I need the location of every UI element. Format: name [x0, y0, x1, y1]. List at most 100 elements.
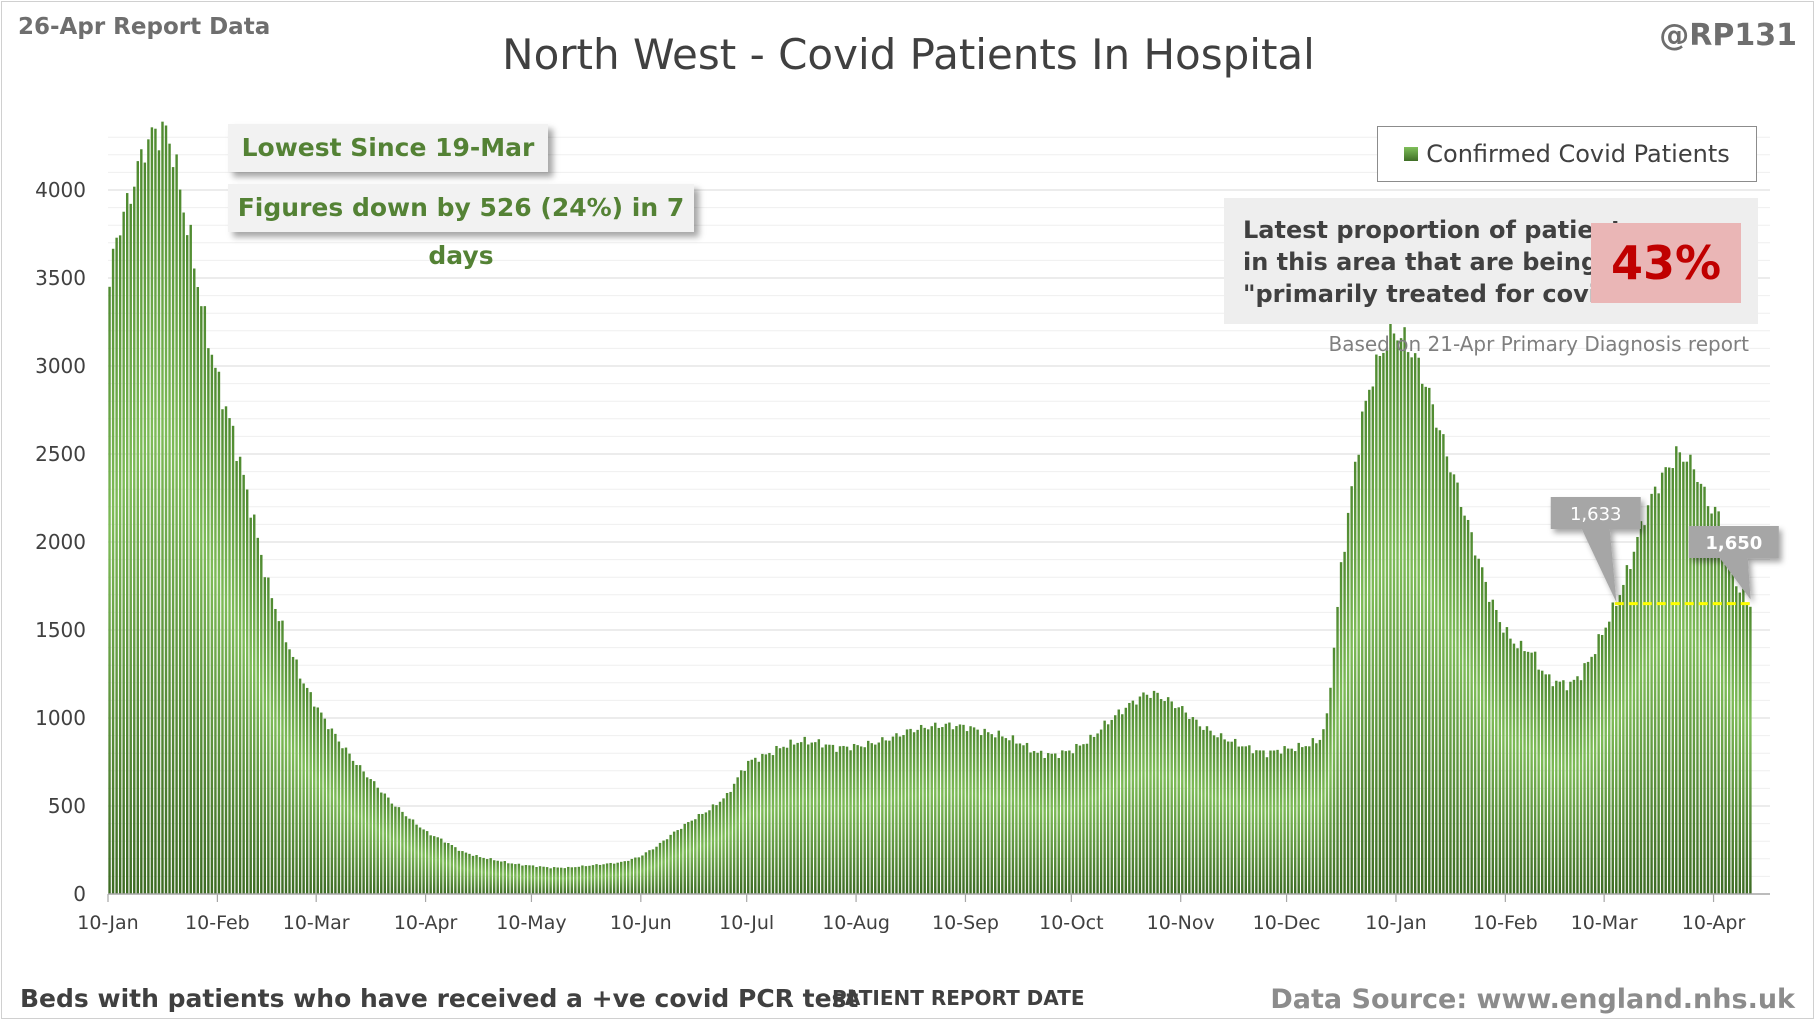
bar [609, 862, 612, 894]
lowest-since-callout: Lowest Since 19-Mar [228, 124, 548, 172]
bar [648, 850, 651, 894]
bar [535, 867, 538, 894]
bar [528, 865, 531, 894]
bar [260, 554, 263, 894]
bar [1262, 750, 1265, 894]
bar [1156, 692, 1159, 894]
x-tick-label: 10-May [496, 912, 566, 934]
bar [348, 753, 351, 894]
bar [1149, 697, 1152, 894]
bar [242, 474, 245, 894]
bar [1174, 708, 1177, 894]
bar [267, 577, 270, 894]
bar [1593, 654, 1597, 894]
bar [1357, 454, 1360, 894]
bar [867, 740, 870, 894]
bar [567, 866, 570, 894]
bar [1488, 601, 1491, 894]
bar [471, 855, 475, 894]
bar [1505, 627, 1509, 894]
bar [979, 735, 983, 894]
bar [1396, 340, 1399, 894]
bar [485, 859, 489, 894]
bar [1304, 746, 1307, 894]
bar [1738, 592, 1742, 894]
bar [1710, 513, 1713, 894]
bar [1502, 632, 1505, 894]
bar [835, 751, 838, 894]
bar [627, 860, 630, 894]
bar [1078, 745, 1082, 894]
proportion-value: 43% [1591, 223, 1741, 303]
bar [1135, 704, 1138, 894]
bar [799, 742, 803, 894]
bar [948, 722, 951, 894]
bar [422, 829, 425, 894]
bar [810, 742, 813, 894]
bar [1657, 493, 1660, 894]
chart-legend: Confirmed Covid Patients [1377, 126, 1757, 182]
bar [1583, 663, 1586, 894]
bar [1205, 726, 1209, 894]
bar [129, 203, 132, 895]
bar [1128, 702, 1131, 894]
bar [983, 728, 986, 894]
bar [1678, 452, 1682, 894]
bar [1346, 512, 1350, 894]
bar [1477, 558, 1480, 894]
bar [1463, 515, 1466, 894]
bar [157, 150, 161, 895]
bar [454, 847, 457, 894]
bar [464, 852, 468, 894]
bar [1713, 506, 1717, 894]
bar [1382, 352, 1385, 894]
bar [1445, 456, 1449, 894]
bar [429, 835, 432, 894]
bar [1022, 745, 1025, 894]
author-handle: @RP131 [1659, 18, 1797, 53]
bar [175, 154, 178, 895]
bar [263, 577, 267, 894]
bar [411, 819, 415, 894]
lowest-since-text: Lowest Since 19-Mar [241, 133, 535, 162]
y-tick-label: 3000 [35, 354, 86, 378]
bar [789, 739, 792, 894]
bar [1392, 333, 1396, 894]
data-source: Data Source: www.england.nhs.uk [1270, 984, 1795, 1015]
bar [150, 127, 154, 894]
bar [877, 742, 881, 894]
y-tick-label: 2500 [35, 442, 86, 466]
bar [898, 736, 902, 894]
bar [1343, 551, 1346, 894]
bar [1025, 742, 1029, 894]
bar [1195, 719, 1198, 894]
bar [595, 864, 598, 894]
bar [302, 683, 305, 894]
bar [1096, 733, 1099, 894]
report-date: 26-Apr Report Data [18, 14, 271, 40]
bar [704, 812, 708, 894]
bar [316, 707, 319, 894]
bar [962, 724, 965, 894]
bar [1332, 647, 1336, 894]
bar [1562, 680, 1565, 894]
bar [415, 824, 418, 894]
bar [1188, 718, 1191, 894]
bar [305, 687, 309, 894]
bar [161, 121, 164, 895]
x-tick-label: 10-Nov [1147, 912, 1215, 934]
bar [725, 793, 729, 894]
bar [1749, 606, 1752, 894]
bar [1643, 525, 1646, 894]
bar [1202, 729, 1205, 894]
bar [210, 354, 214, 894]
legend-swatch [1404, 147, 1419, 161]
bar [274, 608, 277, 894]
bar [380, 792, 383, 894]
bar [1191, 717, 1195, 894]
bar [782, 746, 785, 894]
x-tick-label: 10-Sep [932, 912, 999, 934]
bar [1036, 752, 1039, 894]
